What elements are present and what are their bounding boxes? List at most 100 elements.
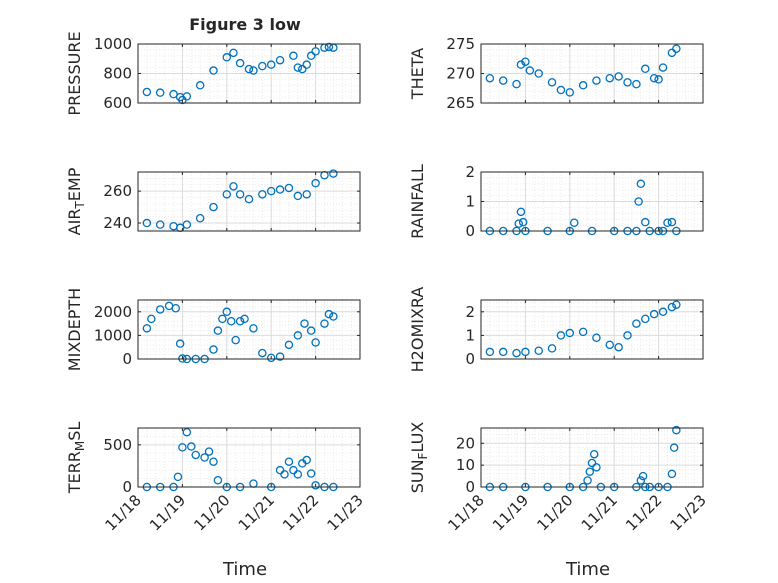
data-point bbox=[569, 218, 579, 227]
y-tick-label: 0 bbox=[122, 350, 132, 368]
data-point bbox=[302, 190, 311, 199]
data-point bbox=[632, 319, 641, 328]
data-point bbox=[235, 190, 245, 199]
data-point bbox=[171, 304, 180, 313]
data-point bbox=[565, 328, 575, 338]
y-axis-label-part: SL bbox=[65, 422, 84, 441]
y-tick-label: 2000 bbox=[94, 303, 132, 321]
data-point bbox=[556, 85, 566, 95]
y-axis-label-part: EMP bbox=[65, 167, 84, 201]
data-point bbox=[547, 344, 557, 353]
data-point bbox=[191, 450, 200, 460]
data-point bbox=[293, 191, 303, 201]
subplot-0: 600 800 1000 PRESSURE bbox=[65, 31, 361, 116]
data-point bbox=[275, 185, 285, 194]
data-point bbox=[534, 346, 543, 355]
y-tick-label: 600 bbox=[103, 94, 132, 112]
data-point bbox=[293, 470, 303, 479]
data-point bbox=[521, 57, 530, 66]
data-point bbox=[623, 78, 632, 87]
y-tick-label: 270 bbox=[446, 65, 475, 83]
data-point bbox=[525, 66, 535, 75]
y-tick-label: 0 bbox=[122, 478, 132, 496]
data-point bbox=[213, 326, 223, 335]
subplot-3: 0 1 2 RAINFALL bbox=[408, 163, 704, 240]
data-point bbox=[518, 217, 528, 227]
y-tick-label: 1000 bbox=[94, 326, 132, 344]
data-point bbox=[142, 218, 152, 228]
data-point bbox=[249, 66, 258, 75]
axes-box bbox=[137, 171, 361, 232]
y-axis-label-part: LUX bbox=[408, 422, 427, 453]
y-tick-label: 500 bbox=[103, 436, 132, 454]
data-point bbox=[592, 333, 601, 343]
data-point bbox=[578, 327, 588, 337]
data-point bbox=[516, 207, 526, 217]
y-tick-label: 265 bbox=[446, 94, 475, 112]
data-point bbox=[521, 347, 530, 357]
data-point bbox=[311, 481, 320, 490]
data-point bbox=[672, 44, 681, 53]
data-point bbox=[632, 79, 641, 89]
y-axis-label-part: AIR bbox=[65, 209, 84, 236]
y-tick-label: 0 bbox=[465, 222, 475, 240]
data-point bbox=[663, 218, 672, 227]
data-point bbox=[209, 457, 218, 466]
data-point bbox=[226, 316, 236, 326]
data-point bbox=[641, 314, 650, 324]
data-point bbox=[641, 217, 650, 227]
data-point bbox=[306, 51, 316, 61]
data-point bbox=[302, 455, 311, 465]
data-point bbox=[182, 92, 192, 101]
data-point bbox=[289, 51, 298, 61]
data-point bbox=[605, 73, 615, 83]
data-point bbox=[654, 75, 663, 84]
x-axis-label-left: Time bbox=[222, 559, 267, 580]
data-point bbox=[514, 219, 523, 228]
data-point bbox=[329, 169, 338, 178]
subplot-5: 0 1 2 H2OMIXRA bbox=[408, 287, 704, 373]
data-point bbox=[306, 469, 316, 478]
data-point bbox=[672, 300, 681, 309]
data-point bbox=[634, 197, 643, 206]
data-point bbox=[175, 339, 185, 348]
data-point bbox=[649, 309, 659, 319]
y-axis-label-subscript: M bbox=[73, 441, 87, 451]
data-point bbox=[298, 64, 307, 74]
y-tick-label: 1 bbox=[465, 193, 475, 211]
data-point bbox=[229, 48, 238, 58]
data-point bbox=[534, 69, 543, 78]
y-axis-label-part: TERR bbox=[65, 451, 84, 494]
data-point bbox=[605, 340, 615, 350]
data-point bbox=[235, 58, 245, 68]
data-point bbox=[187, 442, 196, 451]
data-point bbox=[142, 324, 152, 333]
y-tick-label: 0 bbox=[465, 478, 475, 496]
data-point bbox=[293, 331, 303, 340]
data-point bbox=[258, 190, 267, 199]
data-point bbox=[649, 73, 659, 83]
data-point bbox=[324, 42, 334, 52]
y-tick-label: 1000 bbox=[94, 35, 132, 53]
y-axis-label-part: SUN bbox=[408, 459, 427, 493]
data-point bbox=[218, 314, 227, 324]
data-point bbox=[485, 347, 495, 357]
data-point bbox=[658, 307, 668, 317]
y-tick-label: 240 bbox=[103, 214, 132, 232]
data-point bbox=[614, 72, 623, 81]
axes-box bbox=[137, 427, 361, 488]
data-point bbox=[614, 342, 623, 352]
y-tick-label: 275 bbox=[446, 35, 475, 53]
data-point bbox=[669, 443, 679, 452]
data-point bbox=[222, 307, 232, 317]
y-axis-label: TERRMSL bbox=[65, 422, 87, 495]
data-point bbox=[592, 76, 601, 85]
data-point bbox=[592, 463, 601, 472]
y-axis-label: PRESSURE bbox=[65, 31, 84, 115]
data-point bbox=[293, 63, 303, 72]
data-point bbox=[240, 314, 249, 324]
subplot-4: 0 1000 2000 MIXDEPTH bbox=[65, 288, 361, 371]
y-axis-label: H2OMIXRA bbox=[408, 287, 427, 373]
data-point bbox=[155, 305, 165, 314]
